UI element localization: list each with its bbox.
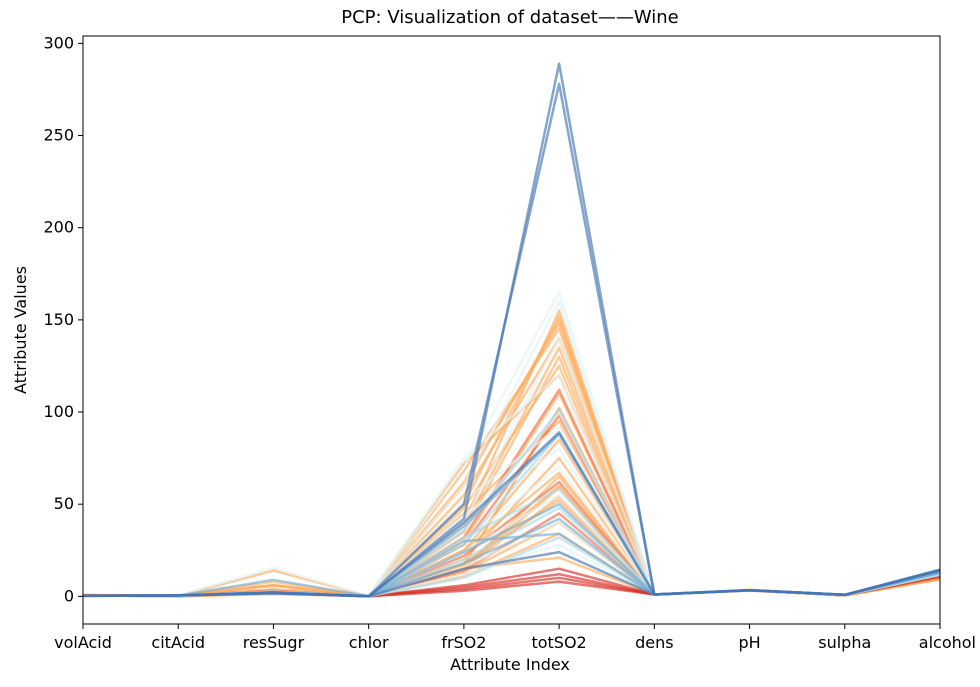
- y-tick-label: 50: [54, 494, 74, 513]
- series-line-56: [82, 82, 941, 598]
- x-tick-label-dens: dens: [635, 633, 673, 652]
- y-tick-label: 200: [43, 218, 74, 237]
- chart-title: PCP: Visualization of dataset——Wine: [341, 7, 679, 28]
- x-tick-label-sulpha: sulpha: [818, 633, 871, 652]
- y-axis-label: Attribute Values: [11, 266, 30, 394]
- x-tick-label-resSugr: resSugr: [243, 633, 305, 652]
- x-tick-label-pH: pH: [738, 633, 760, 652]
- x-tick-label-citAcid: citAcid: [151, 633, 205, 652]
- x-tick-label-alcohol: alcohol: [919, 633, 976, 652]
- x-tick-label-volAcid: volAcid: [54, 633, 112, 652]
- y-tick-label: 150: [43, 310, 74, 329]
- plot-frame: [82, 35, 941, 625]
- y-axis: 0 50 100 150 200 250 300: [43, 33, 83, 605]
- x-tick-label-totSO2: totSO2: [531, 633, 586, 652]
- series-lines: [82, 62, 941, 598]
- y-tick-label: 250: [43, 126, 74, 145]
- y-tick-label: 300: [43, 33, 74, 52]
- x-tick-label-frSO2: frSO2: [441, 633, 486, 652]
- x-axis: volAcid citAcid resSugr chlor frSO2 totSO2 den…: [54, 624, 976, 652]
- y-tick-label: 100: [43, 402, 74, 421]
- x-axis-label: Attribute Index: [450, 655, 570, 674]
- y-tick-label: 0: [64, 586, 74, 605]
- x-tick-label-chlor: chlor: [349, 633, 389, 652]
